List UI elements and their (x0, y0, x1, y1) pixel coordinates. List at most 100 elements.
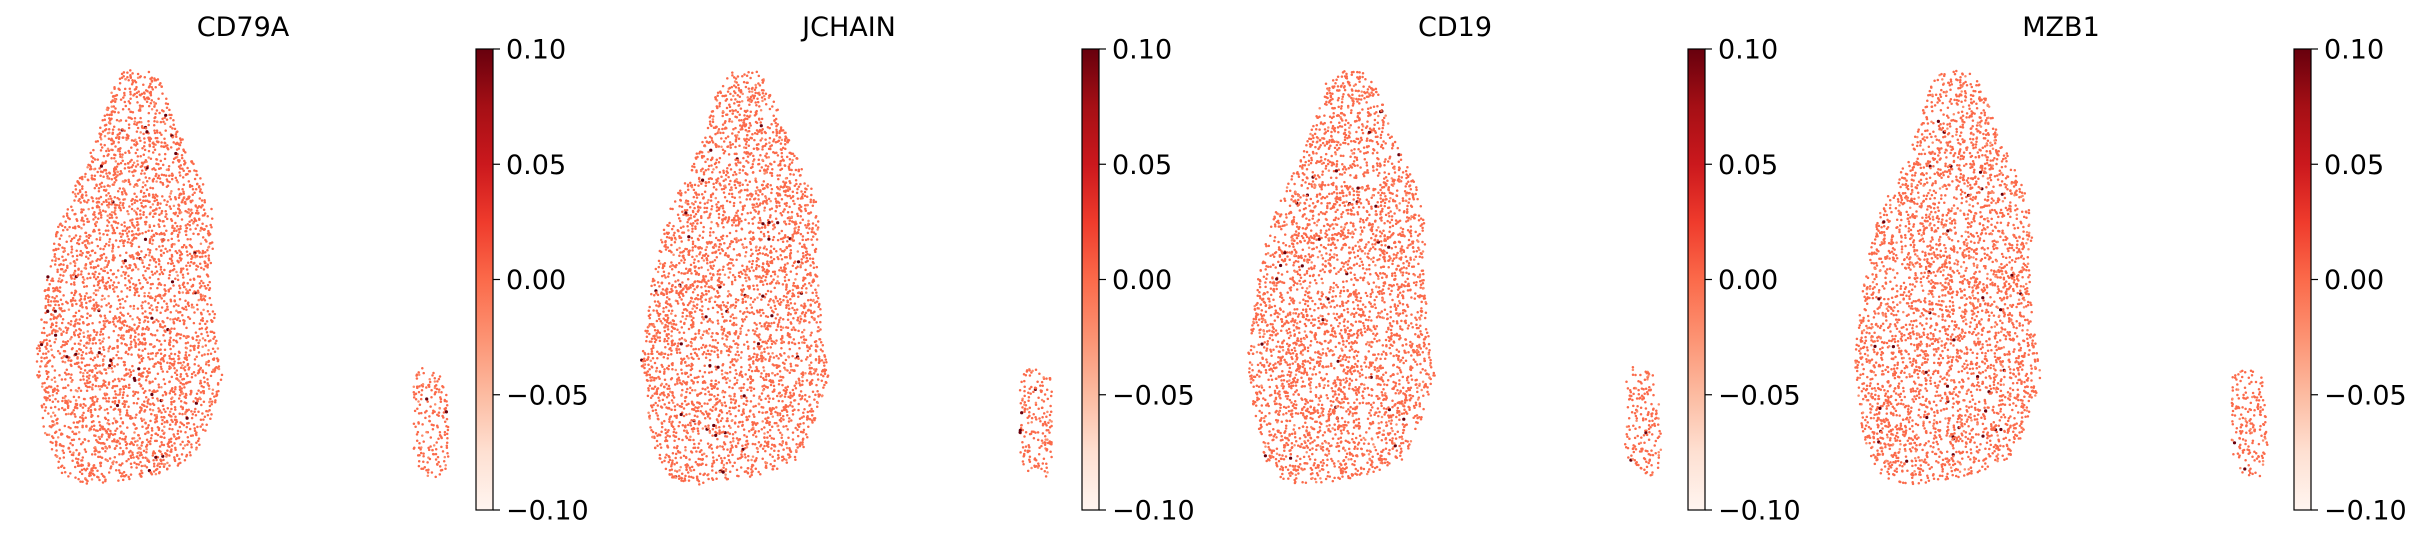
cell-point (164, 410, 167, 413)
cell-point (128, 442, 132, 446)
cell-point (87, 257, 90, 260)
cell-point (198, 382, 202, 385)
cell-point (179, 361, 182, 365)
cell-point (55, 257, 58, 260)
cell-point (80, 357, 83, 360)
cell-point (115, 165, 119, 168)
cell-point (139, 131, 142, 134)
cell-point (97, 228, 101, 232)
cell-point (57, 279, 60, 283)
cell-point (161, 429, 164, 432)
cell-point (750, 90, 754, 93)
cell-point (148, 212, 152, 216)
cell-point (109, 268, 113, 272)
cell-point (738, 113, 741, 116)
cell-point (110, 178, 114, 181)
cell-point (104, 429, 108, 432)
cell-point (178, 319, 182, 323)
cell-point (173, 127, 177, 131)
cell-point (806, 349, 810, 353)
cell-point (751, 217, 754, 221)
cell-point (157, 407, 160, 410)
cell-point (173, 352, 177, 356)
cell-point (122, 241, 125, 245)
cell-point (180, 245, 184, 249)
cell-point (179, 310, 182, 314)
cell-point (755, 104, 758, 107)
cell-point (98, 272, 101, 276)
cell-point (105, 371, 108, 375)
cell-point (137, 378, 141, 382)
cell-point (174, 408, 177, 411)
cell-point (65, 355, 69, 359)
cell-point (656, 357, 659, 360)
cell-point (137, 343, 140, 346)
cell-point (198, 443, 201, 446)
cell-point (197, 351, 201, 354)
cell-point (73, 322, 77, 326)
cell-point (71, 443, 74, 447)
cell-point (48, 394, 51, 398)
cell-point (189, 260, 193, 264)
cell-point (173, 367, 176, 370)
cell-point (155, 270, 159, 273)
cell-point (700, 182, 703, 186)
cell-point (121, 204, 124, 207)
cell-point (196, 212, 200, 215)
cell-point (133, 201, 136, 205)
cell-point (66, 339, 70, 343)
cell-point (92, 275, 96, 279)
cell-point (107, 347, 111, 350)
cell-point (148, 177, 151, 180)
cell-point (131, 451, 134, 454)
cell-point (103, 185, 106, 188)
cell-point (200, 332, 203, 336)
cell-point (52, 356, 56, 359)
cell-point (156, 286, 159, 290)
cell-point (118, 198, 121, 201)
cell-point (51, 400, 55, 404)
cell-point (137, 109, 141, 112)
cell-point (707, 168, 710, 171)
cell-point (178, 388, 182, 391)
cell-point (112, 228, 115, 232)
cell-point (122, 334, 125, 337)
cell-point (805, 226, 808, 229)
cell-point (75, 406, 79, 410)
cell-point (141, 301, 144, 304)
cell-point (151, 193, 155, 196)
cell-point (148, 144, 152, 148)
cell-point (76, 180, 79, 184)
cell-point (57, 257, 61, 261)
cell-point (173, 196, 177, 199)
cell-point (143, 172, 146, 175)
cell-point (95, 301, 98, 305)
cell-point (144, 389, 147, 393)
cell-point (170, 237, 174, 241)
cell-point (709, 148, 713, 152)
cell-point (416, 386, 419, 390)
cell-point (131, 218, 134, 221)
cell-point (117, 111, 120, 114)
cell-point (149, 286, 152, 290)
cell-point (769, 245, 773, 248)
cell-point (73, 432, 76, 436)
cell-point (769, 462, 772, 466)
cell-point (73, 465, 77, 469)
cell-point (147, 352, 150, 355)
cell-point (179, 211, 183, 214)
cell-point (182, 192, 186, 195)
cell-point (66, 208, 70, 211)
cell-point (152, 365, 156, 368)
cell-point (86, 178, 90, 182)
cell-point (419, 397, 423, 401)
cell-point (106, 219, 109, 222)
cell-point (711, 156, 714, 159)
cell-point (724, 251, 728, 255)
cell-point (95, 197, 98, 200)
cell-point (152, 464, 156, 468)
cell-point (147, 229, 150, 232)
cell-point (140, 441, 144, 444)
cell-point (738, 144, 741, 147)
cell-point (194, 204, 197, 207)
